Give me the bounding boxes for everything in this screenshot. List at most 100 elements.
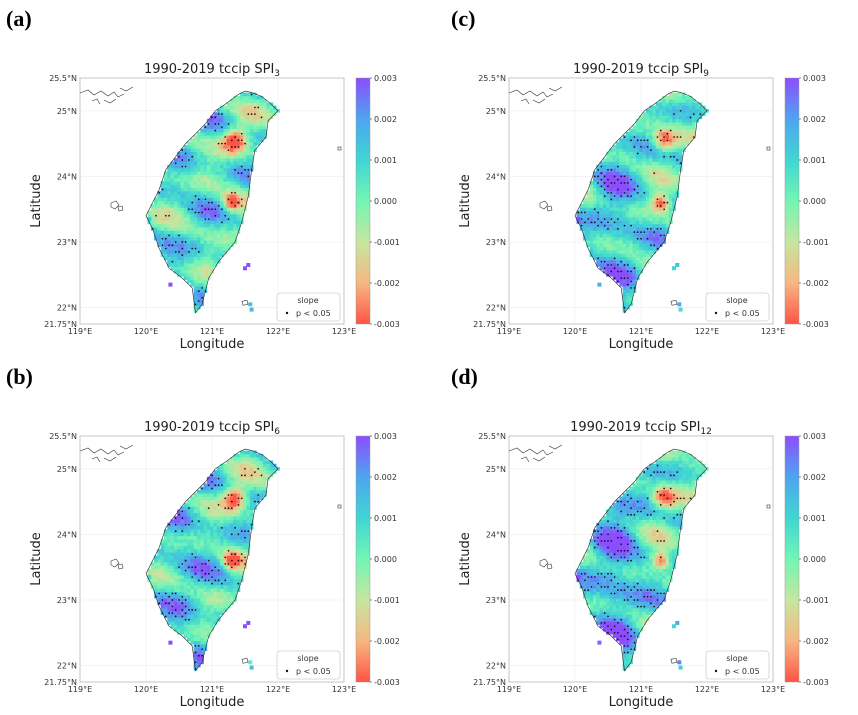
heatmap-cell xyxy=(612,210,617,215)
heatmap-cell xyxy=(665,161,670,166)
heatmap-cell xyxy=(622,532,627,537)
heatmap-cell xyxy=(635,145,640,149)
heatmap-cell xyxy=(616,141,620,146)
heatmap-cell xyxy=(246,489,251,494)
heatmap-cell xyxy=(223,112,228,116)
significance-dot xyxy=(580,224,583,227)
heatmap-cell xyxy=(233,223,237,228)
heatmap-cell xyxy=(675,131,680,136)
heatmap-cell xyxy=(239,102,244,107)
heatmap-cell xyxy=(645,135,650,139)
heatmap-cell xyxy=(223,581,228,586)
heatmap-cell xyxy=(645,250,650,254)
heatmap-cell xyxy=(229,204,234,208)
x-tick-label: 119°E xyxy=(68,327,92,336)
heatmap-cell xyxy=(236,210,241,215)
heatmap-cell xyxy=(236,197,241,202)
heatmap-cell xyxy=(629,516,633,520)
significance-dot xyxy=(597,175,599,178)
heatmap-cell xyxy=(183,223,188,228)
heatmap-cell xyxy=(599,624,604,629)
significance-dot xyxy=(669,129,672,132)
heatmap-cell xyxy=(589,571,594,576)
heatmap-cell xyxy=(625,552,630,556)
significance-dot xyxy=(217,504,220,506)
heatmap-cell xyxy=(203,601,208,606)
heatmap-cell xyxy=(639,171,643,175)
heatmap-cell xyxy=(157,552,162,556)
heatmap-cell xyxy=(180,177,185,182)
heatmap-cell xyxy=(599,181,604,185)
heatmap-cell xyxy=(177,591,181,596)
heatmap-cell xyxy=(210,548,214,553)
heatmap-cell xyxy=(632,154,637,159)
heatmap-cell xyxy=(236,480,241,484)
heatmap-cell xyxy=(652,213,657,218)
mainland-coastline xyxy=(79,86,134,105)
heatmap-cell xyxy=(180,200,185,205)
significance-dot xyxy=(181,595,184,598)
heatmap-cell xyxy=(223,177,228,182)
heatmap-cell xyxy=(167,177,171,182)
heatmap-cell xyxy=(652,108,657,113)
heatmap-cell xyxy=(216,246,221,251)
heatmap-cell xyxy=(187,266,191,271)
heatmap-cell xyxy=(210,194,214,198)
heatmap-cell xyxy=(658,135,663,139)
heatmap-cell xyxy=(658,240,663,244)
significance-dot xyxy=(663,136,665,138)
heatmap-cell xyxy=(203,542,208,547)
heatmap-cell xyxy=(619,161,624,166)
heatmap-cell xyxy=(180,611,185,615)
heatmap-cell xyxy=(596,608,600,612)
heatmap-cell xyxy=(256,460,261,465)
heatmap-cell xyxy=(177,627,181,632)
heatmap-cell xyxy=(226,164,231,169)
heatmap-cell xyxy=(173,256,178,261)
heatmap-cell xyxy=(629,236,633,241)
heatmap-cell xyxy=(625,565,630,570)
heatmap-cell xyxy=(226,213,231,218)
y-tick-label: 25°N xyxy=(486,107,506,116)
heatmap-cell xyxy=(170,548,175,553)
heatmap-cell xyxy=(642,194,647,198)
heatmap-cell xyxy=(236,585,241,589)
heatmap-cell xyxy=(599,194,604,198)
heatmap-cell xyxy=(216,177,221,182)
heatmap-cell xyxy=(622,522,627,527)
heatmap-cell xyxy=(193,532,198,537)
heatmap-cell xyxy=(612,213,617,218)
heatmap-cell xyxy=(246,506,251,510)
heatmap-cell xyxy=(233,457,237,461)
heatmap-cell xyxy=(246,108,251,113)
heatmap-cell xyxy=(645,171,650,175)
heatmap-cell xyxy=(236,112,241,116)
heatmap-cell xyxy=(589,565,594,570)
heatmap-cell xyxy=(652,112,657,116)
heatmap-cell xyxy=(187,220,191,225)
heatmap-cell xyxy=(196,207,201,212)
heatmap-cell xyxy=(187,223,191,228)
heatmap-cell xyxy=(220,466,224,471)
significance-dot xyxy=(257,494,260,496)
heatmap-cell xyxy=(619,200,624,205)
heatmap-cell xyxy=(190,594,195,599)
heatmap-cell xyxy=(619,220,624,225)
heatmap-cell xyxy=(233,591,237,596)
heatmap-cell xyxy=(220,598,224,602)
heatmap-cell xyxy=(655,240,660,244)
heatmap-cell xyxy=(239,174,244,179)
heatmap-cell xyxy=(216,509,221,514)
heatmap-cell xyxy=(193,181,198,185)
significance-dot xyxy=(184,605,187,608)
heatmap-cell xyxy=(203,585,208,589)
heatmap-cell xyxy=(203,177,208,182)
heatmap-cell xyxy=(206,529,211,533)
heatmap-cell xyxy=(609,624,614,629)
x-axis-label: Longitude xyxy=(180,695,245,710)
heatmap-cell xyxy=(226,571,231,576)
heatmap-cell xyxy=(668,168,673,172)
heatmap-cell xyxy=(649,200,653,205)
heatmap-cell xyxy=(200,168,204,172)
